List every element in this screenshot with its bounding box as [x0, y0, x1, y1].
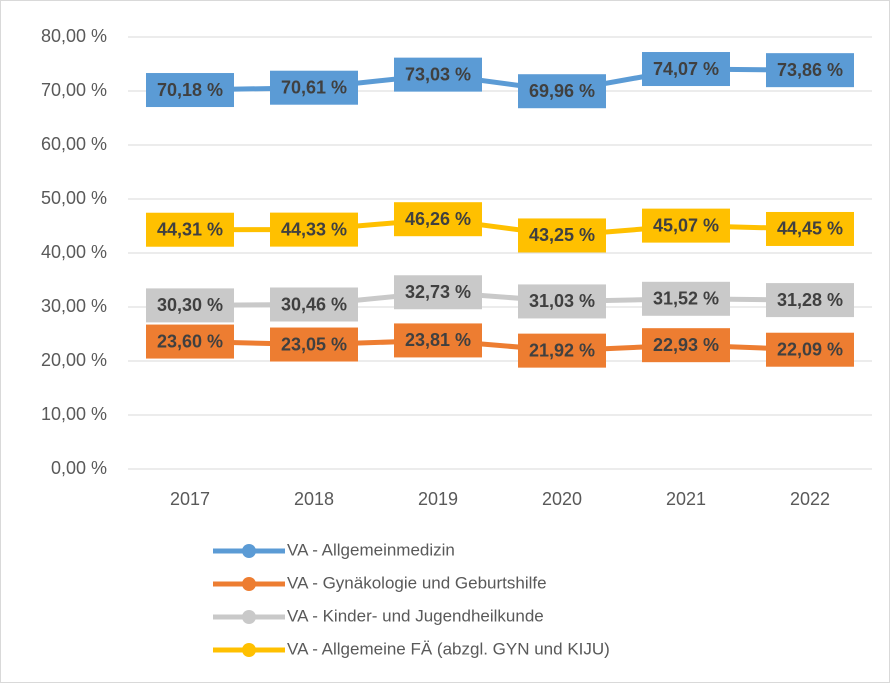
y-tick-label: 40,00 % — [41, 242, 107, 262]
y-tick-label: 50,00 % — [41, 188, 107, 208]
data-label: 22,93 % — [653, 335, 719, 355]
data-label-box — [270, 212, 358, 247]
data-label-box — [394, 275, 482, 310]
x-tick-label: 2020 — [542, 489, 582, 509]
y-tick-label: 70,00 % — [41, 80, 107, 100]
legend-marker — [242, 544, 256, 558]
data-label: 46,26 % — [405, 209, 471, 229]
y-tick-label: 0,00 % — [51, 458, 107, 478]
data-label: 31,03 % — [529, 291, 595, 311]
data-label-box — [642, 281, 730, 316]
x-tick-label: 2018 — [294, 489, 334, 509]
data-label-box — [270, 70, 358, 105]
data-label-box — [270, 287, 358, 322]
data-label: 31,52 % — [653, 289, 719, 309]
data-label-box — [766, 332, 854, 367]
data-label-box — [518, 74, 606, 109]
data-label: 44,45 % — [777, 219, 843, 239]
data-label-box — [394, 323, 482, 358]
legend-marker — [242, 577, 256, 591]
y-tick-label: 10,00 % — [41, 404, 107, 424]
data-label-box — [766, 211, 854, 246]
data-label: 23,81 % — [405, 330, 471, 350]
data-label-box — [642, 52, 730, 87]
data-label-box — [642, 328, 730, 363]
data-label-box — [146, 288, 234, 323]
data-label: 70,61 % — [281, 77, 347, 97]
data-label-box — [642, 208, 730, 243]
data-label: 44,33 % — [281, 219, 347, 239]
data-label-box — [766, 53, 854, 88]
data-label: 32,73 % — [405, 282, 471, 302]
data-label-box — [518, 284, 606, 319]
legend-marker — [242, 610, 256, 624]
data-label: 74,07 % — [653, 59, 719, 79]
data-label: 45,07 % — [653, 215, 719, 235]
data-label: 73,03 % — [405, 64, 471, 84]
data-label: 69,96 % — [529, 81, 595, 101]
data-label: 30,30 % — [157, 295, 223, 315]
data-label-box — [518, 333, 606, 368]
data-label: 44,31 % — [157, 219, 223, 239]
x-tick-label: 2021 — [666, 489, 706, 509]
data-label: 23,05 % — [281, 334, 347, 354]
legend-label: VA - Allgemeine FÄ (abzgl. GYN und KIJU) — [287, 639, 610, 658]
x-tick-label: 2019 — [418, 489, 458, 509]
data-label: 73,86 % — [777, 60, 843, 80]
data-label-box — [146, 324, 234, 359]
data-label-box — [766, 283, 854, 318]
data-label: 23,60 % — [157, 331, 223, 351]
x-tick-label: 2017 — [170, 489, 210, 509]
legend-label: VA - Kinder- und Jugendheilkunde — [287, 606, 544, 625]
legend-label: VA - Allgemeinmedizin — [287, 540, 455, 559]
data-label: 22,09 % — [777, 339, 843, 359]
y-tick-label: 30,00 % — [41, 296, 107, 316]
data-label: 70,18 % — [157, 80, 223, 100]
data-label-box — [518, 218, 606, 253]
x-tick-label: 2022 — [790, 489, 830, 509]
legend-label: VA - Gynäkologie und Geburtshilfe — [287, 573, 547, 592]
y-tick-label: 60,00 % — [41, 134, 107, 154]
data-label: 43,25 % — [529, 225, 595, 245]
data-label-box — [394, 57, 482, 92]
y-tick-label: 80,00 % — [41, 26, 107, 46]
legend-marker — [242, 643, 256, 657]
data-label-box — [394, 202, 482, 237]
data-label: 21,92 % — [529, 340, 595, 360]
y-tick-label: 20,00 % — [41, 350, 107, 370]
data-label: 31,28 % — [777, 290, 843, 310]
data-label-box — [146, 73, 234, 108]
data-label-box — [270, 327, 358, 362]
data-label: 30,46 % — [281, 294, 347, 314]
data-label-box — [146, 212, 234, 247]
